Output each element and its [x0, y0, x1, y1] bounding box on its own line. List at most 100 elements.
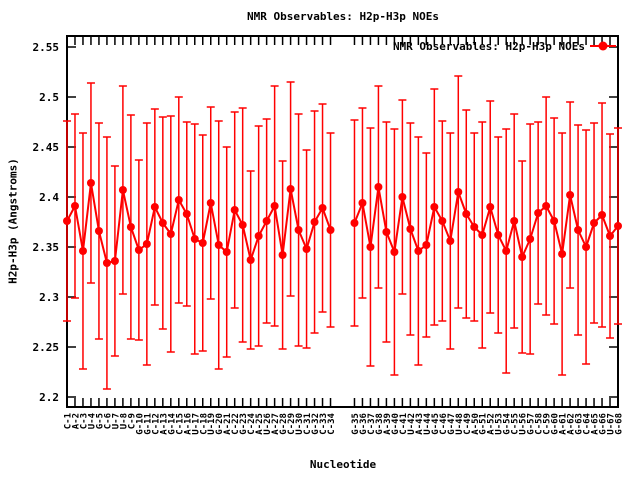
x-tick-label: G-10	[135, 413, 145, 435]
data-point	[390, 248, 399, 256]
x-tick-label: U-17	[191, 413, 201, 435]
data-point	[318, 204, 327, 212]
data-point	[598, 211, 607, 219]
y-tick-label: 2.45	[33, 141, 60, 154]
x-tick-label: A-16	[183, 413, 193, 435]
x-tick-label: U-67	[607, 413, 617, 435]
x-tick-label: A-21	[223, 413, 233, 435]
data-point	[542, 202, 551, 210]
x-tick-label: A-65	[591, 413, 601, 435]
x-tick-label: G-51	[479, 413, 489, 435]
x-tick-label: C-18	[199, 413, 209, 435]
data-point	[366, 243, 375, 251]
series-line-strand-2	[353, 186, 619, 258]
x-tick-label: U-53	[495, 413, 505, 435]
data-point	[326, 226, 335, 234]
data-point	[590, 219, 599, 227]
x-axis-label: Nucleotide	[309, 458, 377, 471]
data-point	[262, 217, 271, 225]
x-tick-label: C-9	[127, 413, 137, 429]
data-point	[86, 179, 95, 187]
y-tick-label: 2.5	[39, 91, 59, 104]
x-tick-label: G-20	[215, 413, 225, 435]
y-tick-label: 2.25	[33, 341, 60, 354]
data-point	[254, 232, 263, 240]
data-point	[550, 217, 559, 225]
data-point	[78, 247, 87, 255]
x-tick-label: C-59	[543, 413, 553, 435]
x-tick-label: U-8	[119, 413, 129, 429]
chart-title: NMR Observables: H2p-H3p NOEs	[246, 10, 440, 23]
x-tick-label: A-25	[255, 413, 265, 435]
x-tick-label: G-11	[143, 413, 153, 435]
x-tick-label: G-68	[615, 413, 625, 435]
x-tick-label: A-13	[159, 413, 169, 435]
data-point	[438, 217, 447, 225]
data-point	[382, 228, 391, 236]
data-point	[270, 202, 279, 210]
data-point	[414, 247, 423, 255]
data-point	[302, 245, 311, 253]
x-tick-label: G-32	[311, 413, 321, 435]
x-tick-label: A-27	[271, 413, 281, 435]
x-tick-label: C-41	[399, 413, 409, 435]
x-tick-label: C-33	[319, 413, 329, 435]
series-line-strand-1	[66, 182, 332, 264]
data-point	[182, 210, 191, 218]
x-tick-label: A-2	[71, 413, 81, 429]
data-point	[534, 209, 543, 217]
y-tick-label: 2.3	[39, 291, 59, 304]
data-point	[494, 231, 503, 239]
data-point	[486, 203, 495, 211]
data-point	[230, 206, 239, 214]
x-tick-label: C-29	[287, 413, 297, 435]
x-tick-label: C-22	[231, 413, 241, 435]
x-tick-label: G-28	[279, 413, 289, 435]
x-tick-label: A-62	[567, 413, 577, 435]
data-point	[558, 250, 567, 258]
data-point	[614, 222, 622, 230]
x-tick-label: G-63	[575, 413, 585, 435]
data-point	[238, 221, 247, 229]
x-tick-label: U-44	[423, 412, 433, 434]
data-point	[510, 217, 519, 225]
data-point	[430, 203, 439, 211]
x-tick-label: C-49	[463, 413, 473, 435]
x-tick-label: C-58	[535, 413, 545, 435]
x-tick-label: G-45	[431, 413, 441, 435]
x-tick-label: G-57	[527, 413, 537, 435]
data-point	[286, 185, 295, 193]
y-tick-label: 2.35	[33, 241, 60, 254]
data-point	[606, 232, 615, 240]
data-point	[110, 257, 119, 265]
x-tick-label: U-19	[207, 413, 217, 435]
x-tick-label: U-7	[111, 413, 121, 429]
x-tick-label: C-64	[583, 412, 593, 434]
data-point	[166, 230, 175, 238]
data-point	[214, 241, 223, 249]
x-tick-label: A-43	[415, 413, 425, 435]
data-point	[446, 237, 455, 245]
data-point	[63, 217, 71, 225]
data-point	[502, 247, 511, 255]
x-tick-label: A-61	[559, 413, 569, 435]
data-point	[398, 193, 407, 201]
x-tick-label: G-35	[351, 413, 361, 435]
x-tick-label: C-6	[103, 413, 113, 429]
x-tick-label: A-52	[487, 413, 497, 435]
data-point	[278, 251, 287, 259]
y-tick-label: 2.55	[33, 41, 60, 54]
x-tick-label: C-3	[79, 413, 89, 429]
x-tick-label: G-47	[447, 413, 457, 435]
data-point	[70, 202, 79, 210]
data-point	[126, 223, 135, 231]
data-point	[470, 223, 479, 231]
x-tick-label: U-4	[87, 412, 97, 429]
y-tick-label: 2.4	[39, 191, 59, 204]
x-tick-label: U-30	[295, 413, 305, 435]
data-point	[190, 235, 199, 243]
x-tick-label: U-48	[455, 413, 465, 435]
data-point	[198, 239, 207, 247]
